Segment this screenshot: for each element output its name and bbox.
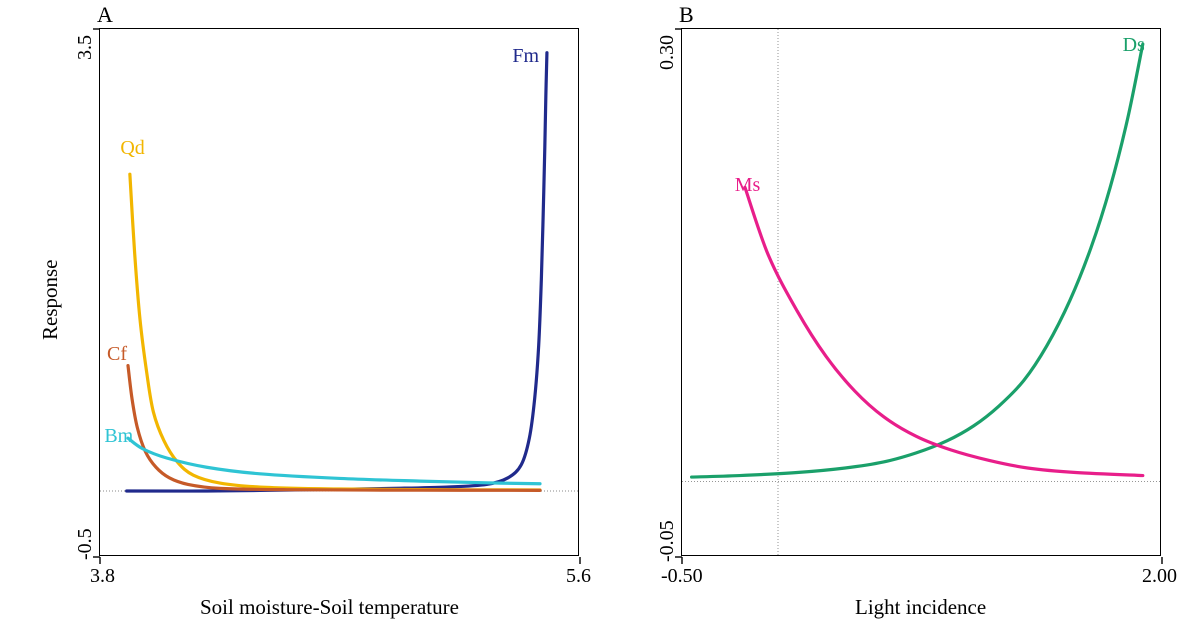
panel-b-label: B (679, 2, 694, 28)
panel-b-svg (682, 29, 1162, 557)
series-label-fm: Fm (512, 45, 539, 68)
series-ms (745, 187, 1143, 475)
panel-b-plot (681, 28, 1161, 556)
panel-b-x-label: Light incidence (855, 595, 986, 620)
panel-a-label: A (97, 2, 113, 28)
panel-b-ytick-min: -0.05 (656, 520, 679, 562)
panel-a-svg (100, 29, 580, 557)
series-label-ds: Ds (1123, 34, 1145, 57)
y-axis-label: Response (38, 260, 63, 341)
panel-a-xtick-min: 3.8 (90, 565, 115, 588)
panel-a-ytick-max: 3.5 (74, 35, 97, 60)
panel-a-ytick-min: -0.5 (74, 528, 97, 560)
series-qd (130, 174, 540, 490)
series-label-ms: Ms (735, 174, 761, 197)
panel-a-plot (99, 28, 579, 556)
series-label-cf: Cf (107, 343, 127, 366)
series-fm (127, 53, 547, 491)
series-ds (692, 44, 1143, 477)
figure-root: A B Response 3.8 5.6 -0.5 3.5 Soil moist… (0, 0, 1200, 638)
series-bm (128, 438, 540, 484)
series-label-qd: Qd (120, 137, 144, 160)
panel-a-x-label: Soil moisture-Soil temperature (200, 595, 459, 620)
panel-b-xtick-min: -0.50 (661, 565, 703, 588)
series-label-bm: Bm (104, 425, 133, 448)
panel-b-ytick-max: 0.30 (656, 35, 679, 70)
panel-b-xtick-max: 2.00 (1142, 565, 1177, 588)
panel-a-xtick-max: 5.6 (566, 565, 591, 588)
